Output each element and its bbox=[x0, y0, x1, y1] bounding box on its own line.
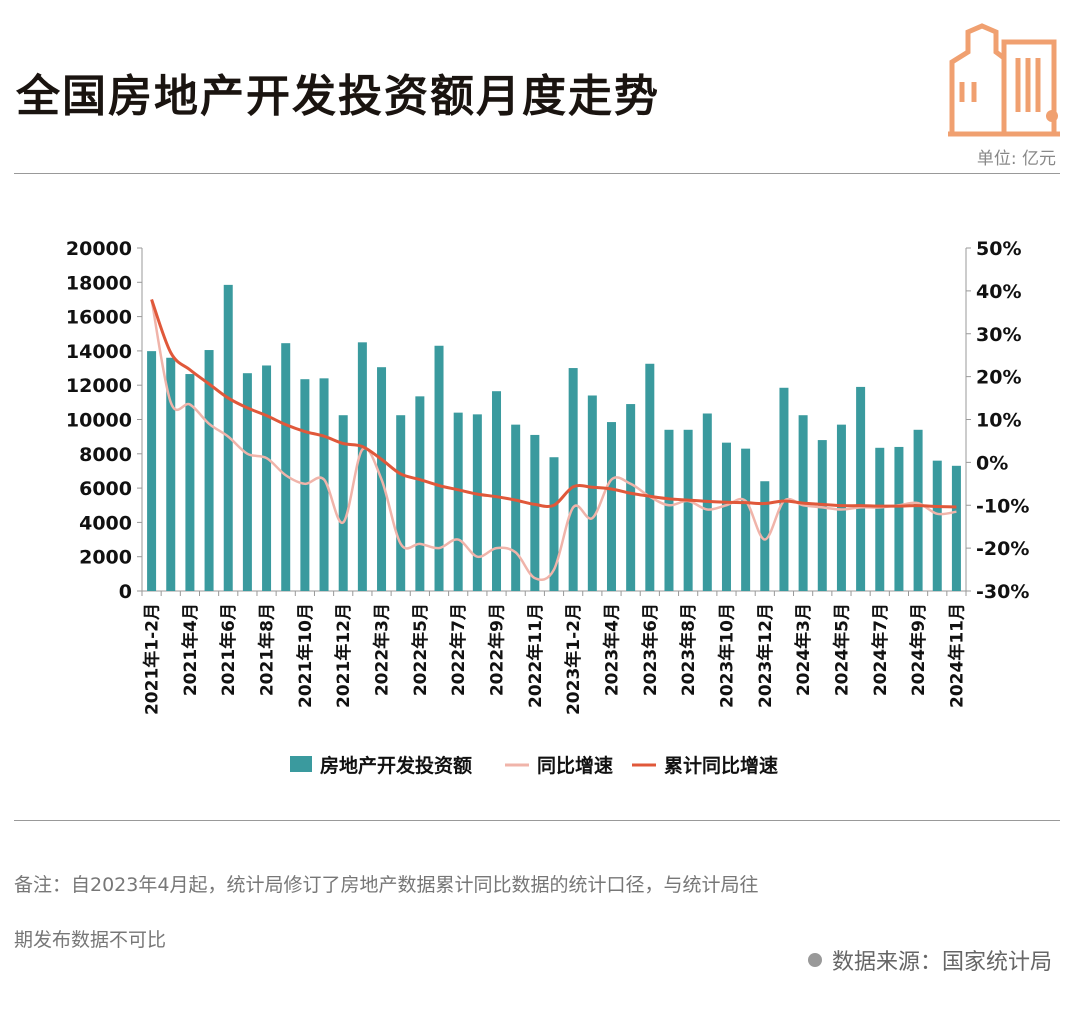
left-tick-label: 2000 bbox=[79, 547, 132, 569]
divider-bottom bbox=[14, 820, 1060, 821]
bar bbox=[338, 415, 348, 591]
left-tick-label: 8000 bbox=[79, 444, 132, 466]
right-tick-label: 40% bbox=[976, 281, 1021, 303]
note-line-1: 备注：自2023年4月起，统计局修订了房地产数据累计同比数据的统计口径，与统计局… bbox=[14, 874, 759, 896]
bar bbox=[357, 342, 367, 591]
left-tick-label: 10000 bbox=[66, 410, 132, 432]
x-tick-label: 2024年7月 bbox=[870, 603, 891, 696]
bar bbox=[779, 387, 789, 591]
left-tick-label: 20000 bbox=[66, 238, 132, 260]
right-tick-label: -20% bbox=[976, 538, 1029, 560]
legend-swatch-bar bbox=[290, 756, 312, 772]
x-tick-label: 2023年10月 bbox=[716, 603, 737, 708]
x-tick-label: 2022年7月 bbox=[448, 603, 469, 696]
bar bbox=[760, 481, 770, 591]
bar bbox=[415, 396, 425, 591]
legend-label: 房地产开发投资额 bbox=[320, 754, 472, 777]
bar bbox=[262, 365, 272, 591]
bar bbox=[817, 440, 827, 591]
bar bbox=[530, 434, 540, 591]
legend-label: 同比增速 bbox=[537, 754, 613, 777]
x-tick-label: 2024年3月 bbox=[793, 603, 814, 696]
bullet-icon bbox=[807, 953, 822, 967]
x-tick-label: 2022年9月 bbox=[487, 603, 508, 696]
right-tick-label: 20% bbox=[976, 367, 1021, 389]
right-tick-label: -30% bbox=[976, 581, 1029, 603]
bar bbox=[204, 350, 214, 591]
bar bbox=[683, 429, 693, 591]
buildings-icon bbox=[948, 23, 1060, 137]
bar bbox=[913, 429, 923, 591]
x-tick-label: 2024年11月 bbox=[946, 603, 967, 708]
x-tick-label: 2024年9月 bbox=[908, 603, 929, 696]
x-tick-label: 2021年6月 bbox=[218, 603, 239, 696]
bar bbox=[319, 378, 329, 591]
left-tick-label: 6000 bbox=[79, 478, 132, 500]
bar bbox=[549, 457, 559, 591]
x-tick-label: 2023年1-2月 bbox=[563, 603, 584, 715]
x-tick-label: 2022年5月 bbox=[410, 603, 431, 696]
bar bbox=[932, 460, 942, 591]
note-line-2: 期发布数据不可比 bbox=[14, 929, 167, 951]
bar bbox=[951, 465, 961, 591]
right-tick-label: 0% bbox=[976, 452, 1008, 474]
bar bbox=[741, 448, 751, 591]
bar bbox=[396, 415, 406, 591]
bar bbox=[856, 386, 866, 591]
x-tick-label: 2022年3月 bbox=[372, 603, 393, 696]
x-tick-label: 2023年8月 bbox=[678, 603, 699, 696]
chart: 0 2000 4000 6000 8000 10000 12000 14000 16000 180… bbox=[66, 238, 1029, 777]
bar bbox=[664, 429, 674, 591]
x-tick-label: 2021年10月 bbox=[295, 603, 316, 708]
bar bbox=[185, 374, 195, 591]
cumulative-yoy-line bbox=[150, 298, 957, 509]
bar bbox=[721, 442, 731, 591]
source: 数据来源：国家统计局 bbox=[807, 944, 1052, 976]
bar bbox=[147, 351, 157, 591]
source-text: 数据来源：国家统计局 bbox=[831, 950, 1052, 975]
bar bbox=[166, 357, 176, 591]
left-tick-label: 14000 bbox=[66, 341, 132, 363]
yoy-line bbox=[150, 299, 957, 582]
left-tick-label: 4000 bbox=[79, 512, 132, 534]
bar bbox=[568, 368, 578, 591]
bar bbox=[836, 424, 846, 591]
page-title: 全国房地产开发投资额月度走势 bbox=[16, 71, 660, 122]
left-tick-label: 12000 bbox=[66, 375, 132, 397]
right-tick-label: -10% bbox=[976, 495, 1029, 517]
x-tick-label: 2023年4月 bbox=[601, 603, 622, 696]
bar bbox=[626, 404, 636, 591]
bar bbox=[242, 373, 252, 591]
bar bbox=[492, 391, 502, 591]
bar bbox=[587, 395, 597, 591]
left-tick-label: 0 bbox=[119, 581, 132, 603]
bar bbox=[875, 447, 885, 591]
bar bbox=[472, 414, 482, 591]
bar bbox=[894, 446, 904, 591]
right-tick-label: 30% bbox=[976, 324, 1021, 346]
x-tick-label: 2023年12月 bbox=[755, 603, 776, 708]
bar bbox=[453, 412, 463, 591]
bar bbox=[434, 345, 444, 591]
legend-label: 累计同比增速 bbox=[664, 754, 778, 777]
x-tick-label: 2021年12月 bbox=[333, 603, 354, 708]
right-tick-label: 50% bbox=[976, 238, 1021, 260]
x-tick-label: 2024年5月 bbox=[831, 603, 852, 696]
x-tick-label: 2022年11月 bbox=[525, 603, 546, 708]
left-tick-label: 16000 bbox=[66, 307, 132, 329]
bar bbox=[511, 424, 521, 591]
bar bbox=[645, 363, 655, 591]
x-tick-label: 2023年6月 bbox=[640, 603, 661, 696]
bar bbox=[281, 343, 291, 591]
x-tick-label: 2021年8月 bbox=[257, 603, 278, 696]
x-tick-label: 2021年4月 bbox=[180, 603, 201, 696]
divider-top bbox=[14, 173, 1060, 174]
right-tick-label: 10% bbox=[976, 410, 1021, 432]
bar bbox=[300, 379, 310, 591]
bar bbox=[606, 422, 616, 591]
unit-label: 单位: 亿元 bbox=[976, 149, 1056, 169]
left-tick-label: 18000 bbox=[66, 272, 132, 294]
x-tick-label: 2021年1-2月 bbox=[142, 603, 163, 715]
